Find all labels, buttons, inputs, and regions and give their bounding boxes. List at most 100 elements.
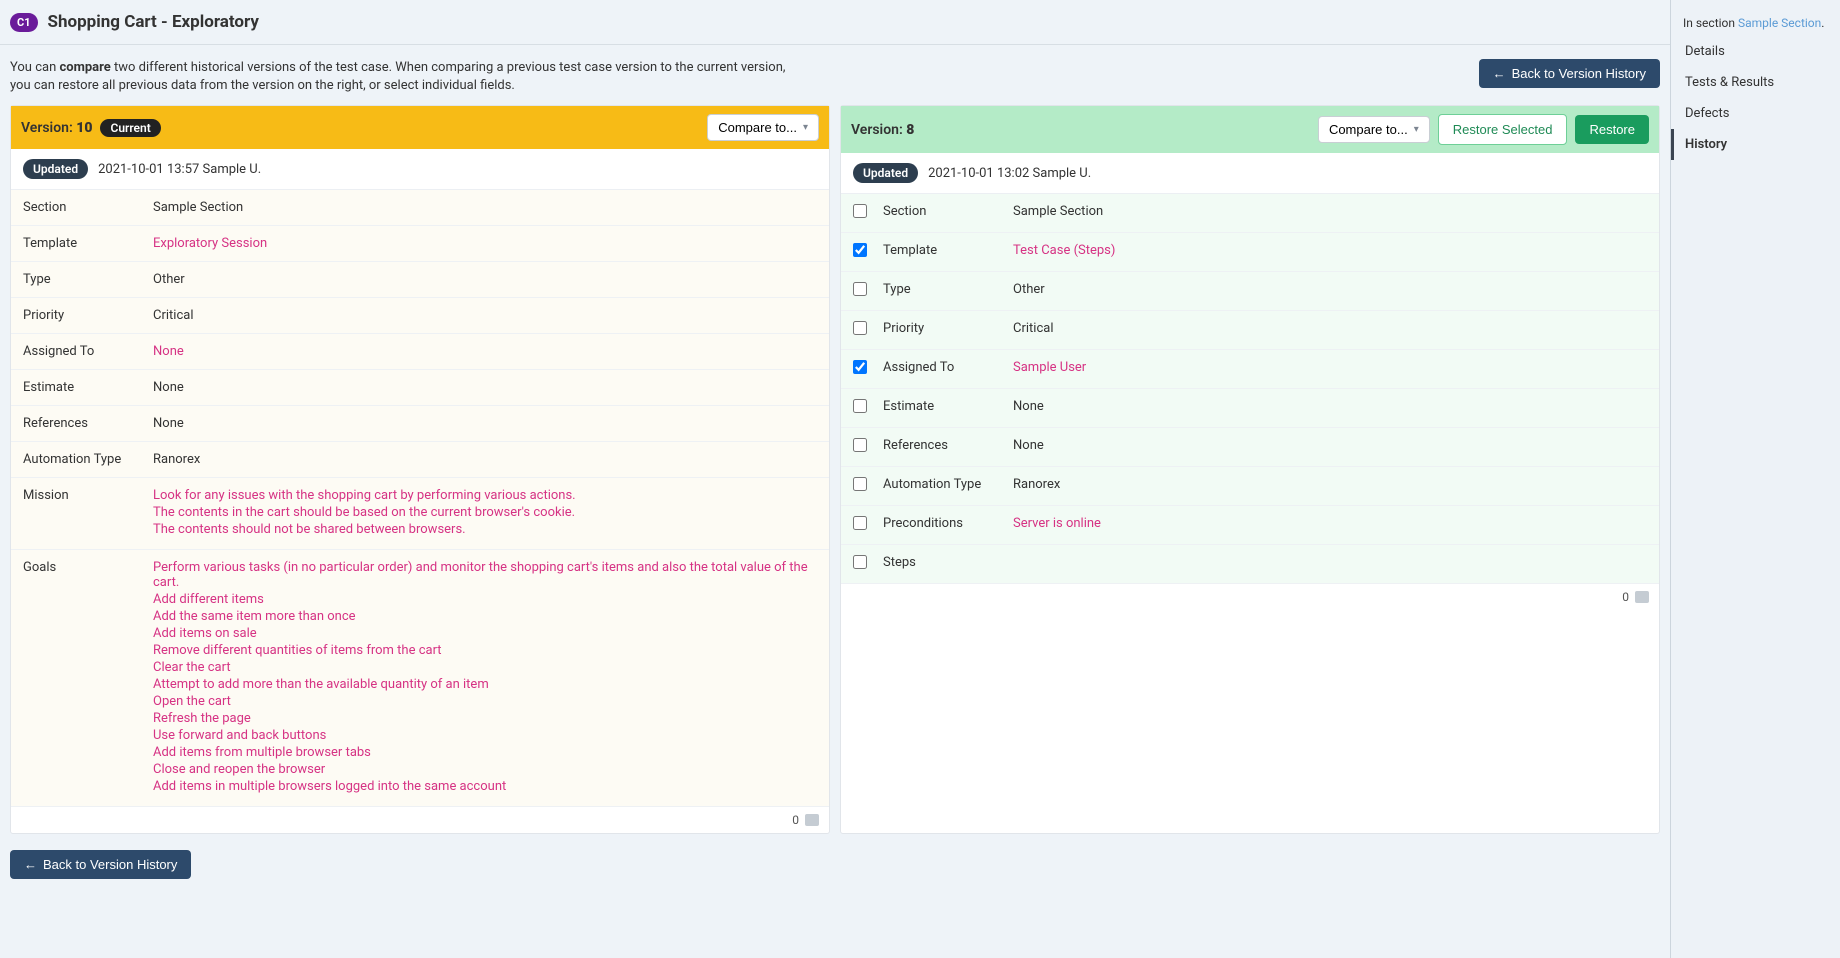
field-value: None: [141, 370, 829, 406]
field-row: PreconditionsServer is online: [841, 506, 1659, 545]
field-value: Look for any issues with the shopping ca…: [141, 478, 829, 550]
case-badge: C1: [10, 13, 38, 32]
comment-count: 0: [792, 813, 799, 827]
field-row: SectionSample Section: [841, 194, 1659, 233]
updated-meta: 2021-10-01 13:57 Sample U.: [98, 162, 261, 177]
field-restore-checkbox[interactable]: [853, 204, 867, 218]
field-label: Automation Type: [871, 467, 1001, 506]
compare-to-dropdown[interactable]: Compare to...▾: [1318, 116, 1430, 143]
field-label: Type: [11, 262, 141, 298]
field-label: Preconditions: [871, 506, 1001, 545]
compare-description: You can compare two different historical…: [10, 59, 790, 95]
field-restore-checkbox[interactable]: [853, 243, 867, 257]
field-row: EstimateNone: [11, 370, 829, 406]
field-value: Ranorex: [1001, 467, 1659, 506]
field-label: Section: [871, 194, 1001, 233]
field-value: Perform various tasks (in no particular …: [141, 550, 829, 807]
field-value: Test Case (Steps): [1001, 233, 1659, 272]
field-label: Automation Type: [11, 442, 141, 478]
field-row: Automation TypeRanorex: [11, 442, 829, 478]
field-label: Section: [11, 190, 141, 226]
field-label: Goals: [11, 550, 141, 807]
field-label: Mission: [11, 478, 141, 550]
field-row: Steps: [841, 545, 1659, 584]
field-row: TypeOther: [11, 262, 829, 298]
field-row: GoalsPerform various tasks (in no partic…: [11, 550, 829, 807]
field-value: None: [1001, 428, 1659, 467]
field-label: Estimate: [11, 370, 141, 406]
field-value: Other: [1001, 272, 1659, 311]
field-label: Template: [11, 226, 141, 262]
chevron-down-icon: ▾: [1414, 124, 1419, 135]
field-value: None: [141, 406, 829, 442]
field-value: Critical: [1001, 311, 1659, 350]
right-sidebar: In section Sample Section. DetailsTests …: [1670, 0, 1840, 958]
back-to-version-history-button[interactable]: ← Back to Version History: [1479, 59, 1660, 88]
comment-icon[interactable]: [805, 814, 819, 826]
current-pill: Current: [100, 119, 160, 137]
arrow-left-icon: ←: [24, 857, 37, 872]
field-row: SectionSample Section: [11, 190, 829, 226]
field-row: Assigned ToNone: [11, 334, 829, 370]
restore-button[interactable]: Restore: [1575, 115, 1649, 144]
field-row: Assigned ToSample User: [841, 350, 1659, 389]
field-label: Assigned To: [11, 334, 141, 370]
field-row: PriorityCritical: [841, 311, 1659, 350]
field-restore-checkbox[interactable]: [853, 438, 867, 452]
field-restore-checkbox[interactable]: [853, 399, 867, 413]
field-row: EstimateNone: [841, 389, 1659, 428]
field-value: None: [1001, 389, 1659, 428]
comment-icon[interactable]: [1635, 591, 1649, 603]
field-value: Critical: [141, 298, 829, 334]
field-restore-checkbox[interactable]: [853, 321, 867, 335]
restore-selected-button[interactable]: Restore Selected: [1438, 114, 1568, 145]
field-label: Type: [871, 272, 1001, 311]
version-left-panel: Version: 10 Current Compare to...▾ Updat…: [10, 105, 830, 834]
breadcrumb: In section Sample Section.: [1671, 10, 1840, 36]
field-restore-checkbox[interactable]: [853, 360, 867, 374]
arrow-left-icon: ←: [1493, 66, 1506, 81]
sidebar-tab-details[interactable]: Details: [1671, 36, 1840, 67]
compare-to-dropdown[interactable]: Compare to...▾: [707, 114, 819, 141]
updated-badge: Updated: [23, 159, 88, 179]
field-row: PriorityCritical: [11, 298, 829, 334]
version-label: Version: 10: [21, 120, 92, 136]
field-row: TemplateTest Case (Steps): [841, 233, 1659, 272]
field-label: Priority: [11, 298, 141, 334]
field-label: Assigned To: [871, 350, 1001, 389]
field-restore-checkbox[interactable]: [853, 555, 867, 569]
sidebar-tab-history[interactable]: History: [1671, 129, 1840, 160]
field-restore-checkbox[interactable]: [853, 282, 867, 296]
field-value: Other: [141, 262, 829, 298]
field-value: None: [141, 334, 829, 370]
updated-meta: 2021-10-01 13:02 Sample U.: [928, 166, 1091, 181]
field-label: References: [11, 406, 141, 442]
field-value: Sample Section: [1001, 194, 1659, 233]
version-right-panel: Version: 8 Compare to...▾ Restore Select…: [840, 105, 1660, 834]
field-row: MissionLook for any issues with the shop…: [11, 478, 829, 550]
field-value: Sample Section: [141, 190, 829, 226]
updated-badge: Updated: [853, 163, 918, 183]
fields-table-right: SectionSample SectionTemplateTest Case (…: [841, 194, 1659, 584]
field-label: Estimate: [871, 389, 1001, 428]
field-value: Server is online: [1001, 506, 1659, 545]
field-restore-checkbox[interactable]: [853, 516, 867, 530]
field-row: Automation TypeRanorex: [841, 467, 1659, 506]
page-title: Shopping Cart - Exploratory: [48, 12, 259, 32]
back-to-version-history-button-bottom[interactable]: ← Back to Version History: [10, 850, 191, 879]
sidebar-tab-tests-results[interactable]: Tests & Results: [1671, 67, 1840, 98]
field-row: ReferencesNone: [841, 428, 1659, 467]
field-row: TypeOther: [841, 272, 1659, 311]
field-label: Template: [871, 233, 1001, 272]
field-value: Exploratory Session: [141, 226, 829, 262]
field-row: TemplateExploratory Session: [11, 226, 829, 262]
field-value: Sample User: [1001, 350, 1659, 389]
page-header: C1 Shopping Cart - Exploratory: [0, 0, 1670, 45]
field-value: [1001, 545, 1659, 584]
section-link[interactable]: Sample Section: [1738, 16, 1821, 30]
field-label: Priority: [871, 311, 1001, 350]
field-restore-checkbox[interactable]: [853, 477, 867, 491]
sidebar-tab-defects[interactable]: Defects: [1671, 98, 1840, 129]
comment-count: 0: [1622, 590, 1629, 604]
version-label: Version: 8: [851, 122, 914, 138]
